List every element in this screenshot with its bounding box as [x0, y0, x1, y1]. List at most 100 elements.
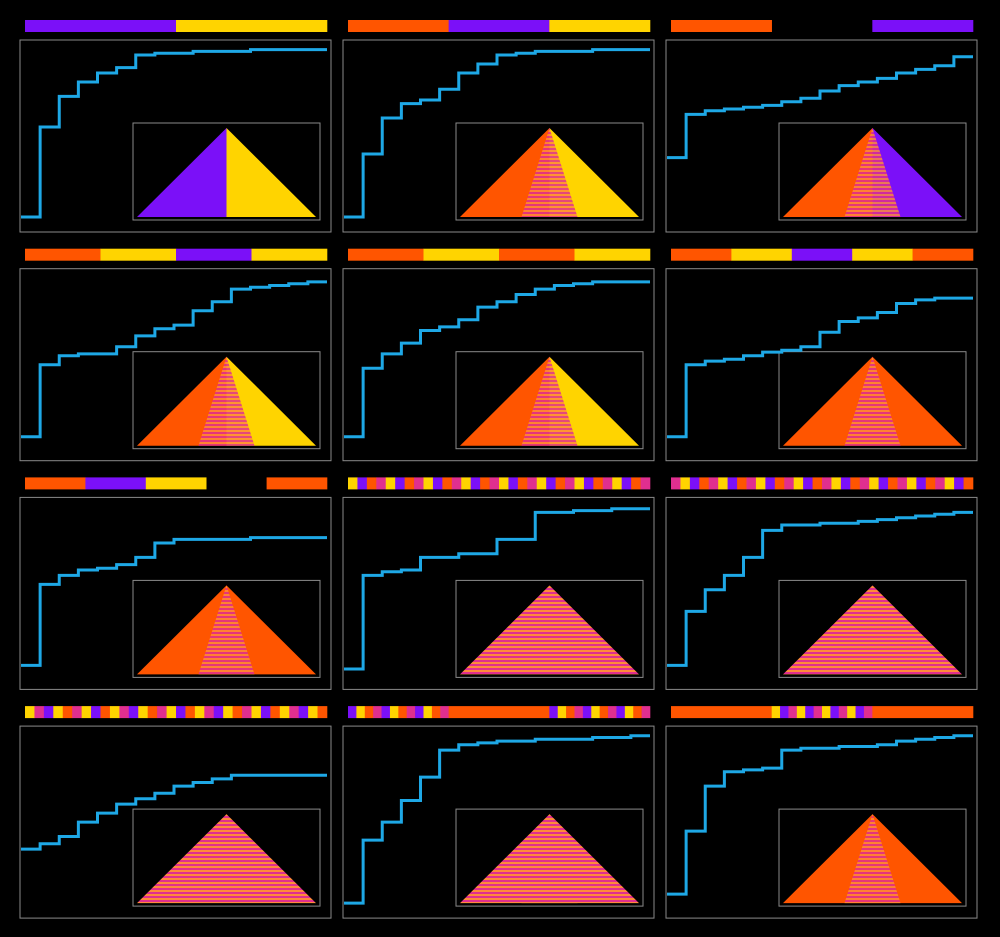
bar-stripe — [631, 477, 641, 490]
step-curve — [667, 55, 973, 160]
step-curve — [344, 507, 650, 671]
bar-stripe — [242, 706, 252, 719]
bar-stripe — [591, 706, 600, 719]
panel-frame — [665, 39, 978, 233]
bar-segment — [448, 20, 550, 32]
bar-segment — [499, 248, 575, 261]
bar-stripe — [935, 477, 945, 490]
bar-segment — [100, 248, 177, 261]
bar-stripe — [582, 706, 592, 719]
bar-segment — [423, 248, 500, 261]
inset-frame — [132, 579, 321, 678]
bar-stripe — [822, 477, 832, 490]
panel-frame — [342, 268, 655, 462]
bar-stripe — [963, 477, 974, 490]
bar-stripe — [944, 477, 955, 490]
bar-stripe — [888, 477, 898, 490]
pattern-left — [783, 814, 873, 904]
bar-segment — [912, 248, 974, 261]
pattern-center — [844, 814, 901, 904]
pattern-right — [226, 814, 316, 904]
bar-stripe — [689, 477, 700, 490]
bar-stripe — [555, 477, 566, 490]
panel — [665, 477, 978, 690]
bar-stripe — [381, 706, 391, 719]
bar-stripe — [805, 706, 814, 719]
pattern-left — [137, 585, 227, 675]
bar-segment — [671, 20, 772, 32]
bar-stripe — [451, 477, 462, 490]
pattern-right — [226, 128, 316, 217]
bar-segment — [251, 248, 328, 261]
pattern-right — [872, 356, 962, 446]
bar-segment — [671, 706, 772, 719]
bar-stripe — [373, 706, 382, 719]
bar-stripe — [771, 706, 781, 719]
pattern-right — [226, 585, 316, 675]
bar-stripe — [850, 477, 861, 490]
panel — [19, 248, 332, 462]
bar-stripe — [897, 477, 908, 490]
bar-stripe — [72, 706, 82, 719]
bar-stripe — [565, 477, 575, 490]
bar-stripe — [680, 477, 691, 490]
pattern-center — [521, 128, 578, 217]
pattern-left — [783, 128, 873, 217]
bar-stripe — [774, 477, 785, 490]
panel — [665, 20, 978, 233]
bar-stripe — [549, 706, 559, 719]
inset-frame — [455, 351, 644, 450]
bar-stripe — [147, 706, 158, 719]
bar-stripe — [317, 706, 328, 719]
bar-stripe — [906, 477, 917, 490]
bar-stripe — [840, 477, 851, 490]
pattern-center — [844, 356, 901, 446]
bar-stripe — [204, 706, 215, 719]
bar-stripe — [699, 477, 710, 490]
step-curve — [21, 536, 327, 667]
bar-stripe — [100, 706, 111, 719]
bar-stripe — [641, 706, 651, 719]
panel-frame — [19, 725, 332, 919]
bar-stripe — [423, 477, 434, 490]
pattern-right — [549, 128, 639, 217]
bar-stripe — [194, 706, 205, 719]
bar-stripe — [574, 706, 584, 719]
bar-stripe — [43, 706, 54, 719]
bar-stripe — [25, 706, 35, 719]
bar-stripe — [385, 477, 396, 490]
inset-frame — [455, 122, 644, 221]
pattern-left — [137, 128, 227, 217]
bar-stripe — [415, 706, 424, 719]
bar-stripe — [847, 706, 856, 719]
bar-segment — [25, 248, 101, 261]
step-curve — [667, 734, 973, 896]
pattern-left — [783, 585, 873, 675]
panel-frame — [665, 725, 978, 919]
step-curve — [667, 510, 973, 667]
bar-stripe — [869, 477, 879, 490]
pattern-left — [137, 356, 227, 446]
step-curve — [667, 296, 973, 439]
bar-stripe — [431, 706, 441, 719]
pattern-center — [198, 585, 255, 675]
bar-segment — [791, 248, 853, 261]
bar-stripe — [863, 706, 873, 719]
bar-stripe — [621, 477, 632, 490]
step-curve — [344, 280, 650, 439]
bar-stripe — [954, 477, 964, 490]
pattern-right — [549, 356, 639, 446]
bar-stripe — [517, 477, 528, 490]
bar-stripe — [830, 706, 840, 719]
inset-frame — [132, 351, 321, 450]
panel — [665, 248, 978, 462]
bar-segment — [176, 248, 252, 261]
bar-stripe — [404, 477, 415, 490]
bar-stripe — [508, 477, 519, 490]
bar-stripe — [813, 706, 823, 719]
bar-stripe — [583, 477, 594, 490]
panel — [342, 248, 655, 462]
panel-frame — [342, 496, 655, 690]
pattern-left — [783, 356, 873, 446]
